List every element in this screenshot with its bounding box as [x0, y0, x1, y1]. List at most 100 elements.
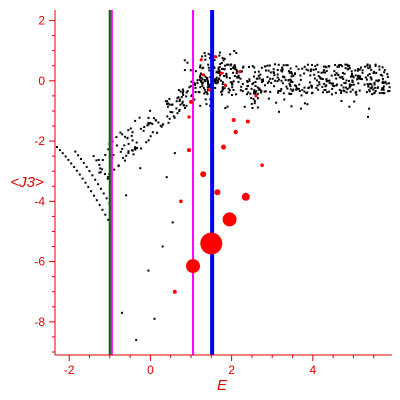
- data-point: [274, 79, 277, 82]
- data-point: [316, 84, 319, 87]
- data-point: [209, 56, 211, 59]
- data-point: [207, 66, 210, 69]
- data-point: [348, 83, 351, 86]
- data-point: [249, 92, 252, 95]
- data-point: [354, 91, 357, 94]
- data-point: [178, 110, 181, 113]
- data-point: [370, 77, 373, 80]
- data-point: [186, 61, 189, 64]
- data-point: [308, 81, 311, 84]
- data-point: [321, 85, 324, 88]
- data-point: [322, 65, 325, 68]
- data-point: [177, 96, 180, 99]
- data-point: [189, 69, 192, 72]
- data-point: [357, 76, 360, 79]
- data-point: [338, 88, 341, 91]
- data-point: [91, 174, 94, 177]
- red-data-point: [200, 232, 223, 255]
- data-point: [383, 92, 385, 95]
- data-point: [343, 81, 346, 84]
- data-point: [331, 93, 333, 96]
- data-point: [117, 165, 120, 168]
- data-point: [167, 121, 170, 124]
- data-point: [182, 104, 185, 107]
- data-point: [147, 116, 150, 119]
- data-point: [204, 54, 207, 57]
- data-point: [97, 158, 100, 161]
- data-point: [351, 88, 354, 91]
- data-point: [269, 71, 272, 74]
- data-point: [386, 75, 389, 78]
- data-point: [56, 146, 58, 149]
- data-point: [208, 69, 211, 72]
- data-point: [200, 80, 203, 83]
- data-point: [147, 122, 150, 125]
- data-point: [122, 156, 125, 159]
- data-point: [115, 144, 118, 147]
- data-point: [369, 66, 372, 69]
- data-point: [222, 59, 225, 62]
- data-point: [181, 88, 184, 91]
- data-point: [232, 71, 235, 74]
- data-point: [135, 141, 138, 144]
- data-point: [370, 83, 373, 86]
- data-point: [357, 82, 360, 85]
- data-point: [252, 82, 255, 85]
- data-point: [368, 64, 371, 67]
- data-point: [345, 91, 348, 94]
- data-point: [207, 52, 210, 55]
- data-point: [145, 141, 148, 144]
- data-point: [107, 218, 110, 221]
- data-point: [85, 165, 88, 168]
- data-point: [333, 85, 335, 88]
- data-point: [180, 96, 183, 99]
- data-point: [289, 78, 292, 81]
- data-point: [378, 68, 381, 71]
- data-point: [299, 107, 302, 110]
- x-axis-title: E: [217, 377, 228, 394]
- data-point: [175, 100, 178, 103]
- red-data-point: [254, 94, 258, 98]
- data-point: [286, 64, 289, 67]
- data-point: [301, 67, 304, 70]
- data-point: [270, 81, 273, 84]
- data-point: [266, 76, 269, 78]
- data-point: [317, 75, 320, 78]
- data-point: [303, 72, 306, 75]
- data-point: [288, 70, 290, 73]
- data-point: [223, 57, 226, 60]
- data-point: [265, 69, 267, 72]
- data-point: [239, 77, 242, 80]
- data-point: [285, 85, 288, 88]
- data-point: [229, 53, 232, 56]
- data-point: [189, 85, 192, 88]
- data-point: [127, 150, 130, 153]
- data-point: [218, 77, 221, 80]
- x-tick-label: 4: [309, 363, 316, 377]
- data-point: [381, 77, 384, 80]
- data-point: [359, 75, 362, 78]
- data-point: [357, 75, 359, 78]
- data-point: [366, 63, 369, 66]
- data-point: [268, 64, 271, 67]
- data-point: [181, 100, 184, 103]
- data-point: [376, 87, 379, 89]
- data-point: [343, 90, 346, 93]
- red-data-point: [245, 119, 250, 124]
- data-point: [276, 73, 279, 76]
- data-point: [234, 66, 237, 69]
- data-point: [343, 72, 346, 75]
- data-point: [201, 82, 204, 85]
- data-point: [80, 158, 82, 160]
- data-point: [228, 89, 231, 92]
- data-point: [311, 92, 313, 95]
- data-point: [221, 87, 224, 90]
- data-point: [186, 90, 189, 93]
- data-point: [345, 63, 348, 66]
- data-point: [181, 102, 184, 105]
- data-point: [231, 94, 233, 96]
- data-point: [386, 73, 389, 76]
- data-point: [142, 129, 145, 132]
- data-point: [219, 63, 222, 65]
- data-point: [102, 192, 105, 195]
